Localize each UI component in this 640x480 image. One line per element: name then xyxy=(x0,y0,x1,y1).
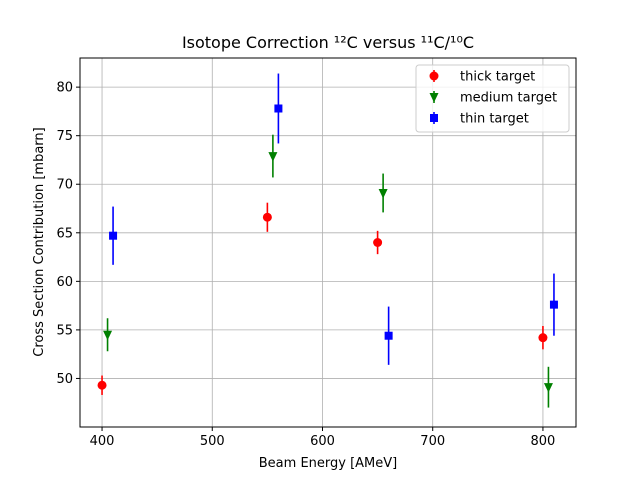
legend-marker xyxy=(429,71,439,81)
data-point xyxy=(373,238,383,247)
legend-box xyxy=(415,64,570,133)
y-tick-label: 80 xyxy=(56,81,73,96)
legend: thick target medium target thin target xyxy=(415,64,570,133)
y-tick-label: 65 xyxy=(56,226,73,241)
plot-frame xyxy=(79,57,577,428)
legend-label: thin target xyxy=(460,112,529,127)
x-axis-label: Beam Energy [AMeV] xyxy=(259,456,397,471)
series-thin-target xyxy=(109,73,558,365)
x-tick-label: 800 xyxy=(531,434,556,449)
chart-title: Isotope Correction ¹²C versus ¹¹C/¹⁰C xyxy=(182,33,474,52)
data-point xyxy=(262,212,272,222)
x-tick-label: 700 xyxy=(420,434,445,449)
data-point xyxy=(109,231,118,240)
data-point xyxy=(97,380,107,390)
y-tick-label: 75 xyxy=(56,129,73,144)
legend-label: thick target xyxy=(460,70,535,85)
data-point xyxy=(538,333,548,343)
x-tick-label: 400 xyxy=(90,434,115,449)
data-point xyxy=(103,330,113,341)
y-tick-label: 50 xyxy=(56,372,73,387)
series-medium-target xyxy=(103,134,553,408)
data-point xyxy=(543,383,553,393)
grid xyxy=(80,58,576,427)
x-tick-label: 500 xyxy=(200,434,225,449)
data-point xyxy=(378,188,388,199)
data-layer xyxy=(97,73,558,408)
legend-label: medium target xyxy=(460,91,557,106)
y-tick-label: 55 xyxy=(56,323,73,338)
legend-marker xyxy=(430,114,438,122)
y-tick-label: 60 xyxy=(56,275,73,290)
y-axis-label: Cross Section Contribution [mbarn] xyxy=(32,127,47,356)
series-thick-target xyxy=(97,202,548,395)
ticks: 400 500 600 700 800 50 55 60 65 70 75 80 xyxy=(56,81,555,449)
data-point xyxy=(384,331,393,340)
y-tick-label: 70 xyxy=(56,178,73,193)
data-point xyxy=(549,300,558,309)
data-point xyxy=(274,104,283,113)
data-point xyxy=(268,152,278,162)
legend-marker xyxy=(429,93,439,103)
x-tick-label: 600 xyxy=(310,434,335,449)
